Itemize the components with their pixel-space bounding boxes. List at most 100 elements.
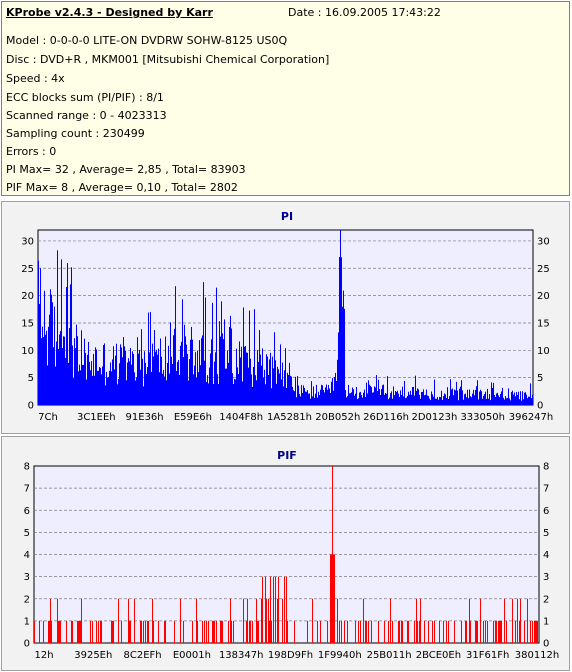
pi-xtick: 91E36h [126, 412, 164, 423]
pi-bar [126, 380, 127, 405]
pif-xtick: E0001h [173, 650, 211, 661]
pi-bar [259, 330, 260, 405]
pi-bar [67, 263, 68, 405]
pi-bar [45, 334, 46, 405]
pi-bar [119, 363, 120, 405]
pi-bar [190, 339, 191, 405]
pi-bar [445, 394, 446, 405]
pi-bar [519, 399, 520, 405]
pif-bar [487, 620, 488, 643]
pif-bar [392, 620, 393, 643]
pif-bar [228, 620, 229, 643]
pi-bar [120, 344, 121, 405]
pi-bar [71, 267, 72, 405]
pif-bar [284, 576, 285, 643]
pi-bar [489, 394, 490, 405]
pi-bar [80, 370, 81, 405]
pi-bar [446, 397, 447, 405]
pi-bar [255, 375, 256, 405]
pi-bar [328, 384, 329, 405]
pi-ytick-left: 0 [28, 401, 34, 412]
pi-bar [252, 386, 253, 405]
pi-bar [374, 386, 375, 405]
pi-bar [382, 385, 383, 405]
pi-bar [478, 399, 479, 405]
pif-bar [145, 620, 146, 643]
pi-bar [320, 389, 321, 405]
pif-bar [278, 576, 279, 643]
pi-bar [494, 394, 495, 405]
pif-bar [57, 598, 58, 643]
pif-bar [143, 620, 144, 643]
pi-bar [415, 375, 416, 405]
pi-bar [168, 345, 169, 405]
pi-bar [258, 361, 259, 405]
pif-ytick-left: 3 [24, 572, 30, 583]
pif-xtick: 380112h [515, 650, 560, 661]
pif-bar [77, 620, 78, 643]
pi-bar [118, 379, 119, 405]
pif-summary-line: PIF Max= 8 , Average= 0,10 , Total= 2802 [6, 181, 238, 194]
pi-bar [161, 356, 162, 405]
pi-bar [319, 395, 320, 405]
pi-bar [426, 389, 427, 405]
pi-bar [169, 373, 170, 405]
pi-bar [52, 302, 53, 405]
pi-bar [84, 338, 85, 405]
pi-bar [63, 336, 64, 405]
pi-bar [229, 326, 230, 405]
pi-bar [232, 373, 233, 405]
pif-bar [428, 620, 429, 643]
pi-bar [150, 312, 151, 405]
pif-bar [420, 598, 421, 643]
pif-bar [448, 620, 449, 643]
pi-bar [457, 390, 458, 405]
pif-bar [417, 620, 418, 643]
pi-bar [436, 398, 437, 405]
pi-bar [418, 389, 419, 405]
pi-bar [61, 259, 62, 405]
pif-bar [206, 620, 207, 643]
pif-bar [180, 598, 181, 643]
pi-bar [376, 375, 377, 405]
pi-bar [337, 359, 338, 405]
pi-xtick: 20B052h [315, 412, 360, 423]
pi-bar [83, 364, 84, 405]
pi-bar [462, 390, 463, 405]
pif-ytick-left: 1 [24, 616, 30, 627]
pif-bar [59, 620, 60, 643]
pif-bar [534, 620, 535, 643]
pif-ytick-left: 2 [24, 594, 30, 605]
pif-bar [443, 620, 444, 643]
pif-bar [216, 620, 217, 643]
pi-bar [465, 393, 466, 405]
pi-bar [264, 369, 265, 405]
pi-bar [198, 372, 199, 405]
pi-bar [262, 348, 263, 405]
pi-bar [368, 380, 369, 405]
pi-bar [238, 374, 239, 405]
pif-bar [439, 620, 440, 643]
pi-bar [130, 348, 131, 405]
pi-bar [526, 394, 527, 405]
pi-bar [474, 395, 475, 405]
pi-bar [58, 348, 59, 405]
pi-bar [101, 374, 102, 405]
pi-bar [357, 399, 358, 405]
pi-bar [423, 389, 424, 405]
pi-bar [347, 396, 348, 405]
pi-bar [46, 330, 47, 405]
pif-bar [34, 620, 35, 643]
sampling-count-line: Sampling count : 230499 [6, 127, 145, 140]
pi-bar [520, 391, 521, 405]
pi-bar [506, 398, 507, 405]
pi-bar [42, 326, 43, 405]
pif-bar [286, 576, 287, 643]
pif-ytick-right: 5 [543, 528, 549, 539]
pif-bar [269, 620, 270, 643]
pi-bar [211, 339, 212, 405]
pi-bar [501, 391, 502, 405]
pif-bar [273, 576, 274, 643]
pi-bar [524, 392, 525, 405]
pif-bar [262, 576, 263, 643]
